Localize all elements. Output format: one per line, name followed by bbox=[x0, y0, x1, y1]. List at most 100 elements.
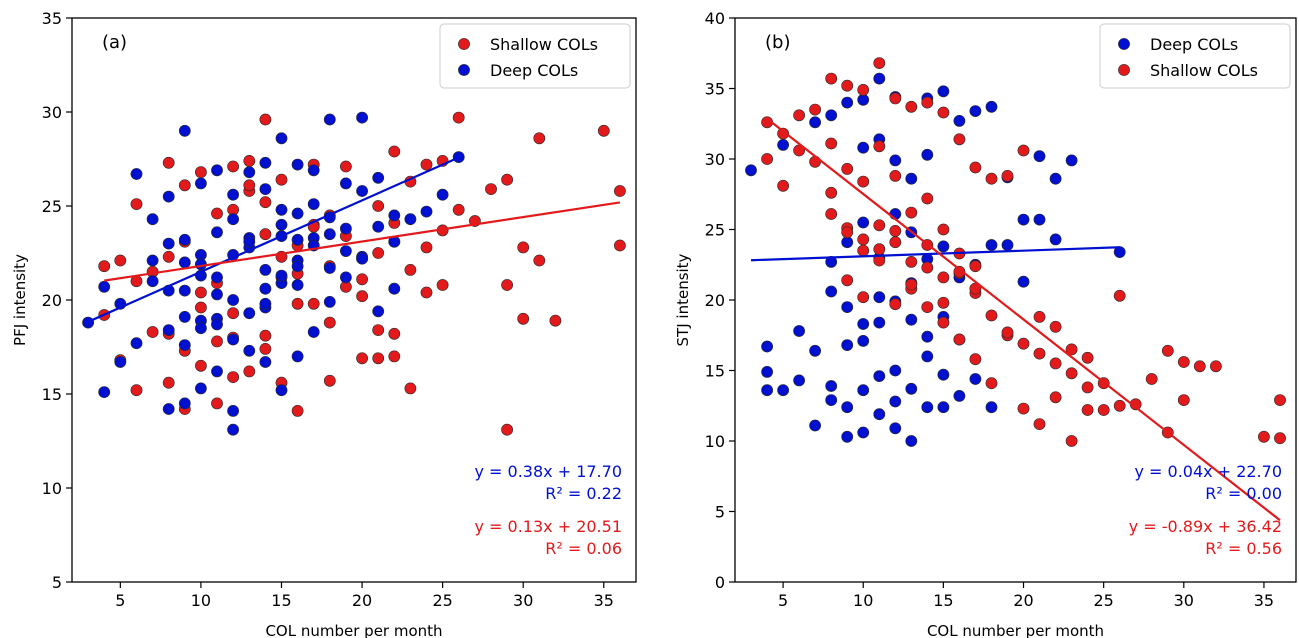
data-point bbox=[889, 422, 902, 435]
data-point bbox=[1001, 326, 1014, 339]
data-point bbox=[372, 324, 385, 336]
data-point bbox=[953, 115, 966, 127]
data-point bbox=[857, 244, 870, 257]
data-point bbox=[1097, 404, 1110, 416]
regression-line bbox=[750, 246, 1120, 262]
x-tick-label: 20 bbox=[1013, 591, 1033, 610]
data-point bbox=[841, 339, 854, 351]
data-point bbox=[1049, 357, 1062, 370]
data-point bbox=[98, 260, 111, 273]
data-point bbox=[614, 239, 626, 252]
data-point bbox=[873, 72, 886, 85]
data-point bbox=[372, 220, 385, 233]
series-deep-cols bbox=[745, 72, 1126, 447]
data-point bbox=[921, 401, 934, 414]
data-point bbox=[291, 404, 304, 417]
data-point bbox=[969, 353, 982, 366]
data-point bbox=[388, 145, 401, 158]
data-point bbox=[857, 426, 870, 439]
data-point bbox=[937, 368, 950, 381]
data-point bbox=[98, 386, 111, 398]
data-point bbox=[969, 161, 982, 174]
data-point bbox=[857, 233, 870, 246]
data-point bbox=[921, 192, 934, 205]
data-point bbox=[404, 382, 417, 395]
data-point bbox=[1033, 150, 1046, 163]
data-point bbox=[372, 247, 385, 259]
data-point bbox=[291, 158, 304, 171]
data-point bbox=[921, 148, 934, 161]
data-point bbox=[211, 164, 223, 177]
y-tick-label: 10 bbox=[42, 479, 62, 498]
x-tick-label: 35 bbox=[594, 591, 614, 610]
data-point bbox=[130, 384, 143, 397]
data-point bbox=[1210, 360, 1222, 373]
data-point bbox=[146, 275, 159, 288]
data-point bbox=[761, 153, 773, 165]
data-point bbox=[533, 254, 546, 267]
data-point bbox=[937, 296, 950, 309]
data-point bbox=[809, 419, 821, 432]
panel-label: (b) bbox=[765, 32, 790, 53]
data-point bbox=[841, 301, 854, 313]
data-point bbox=[98, 280, 111, 293]
x-tick-label: 30 bbox=[513, 591, 533, 610]
data-point bbox=[162, 156, 175, 169]
data-point bbox=[921, 261, 934, 274]
data-point bbox=[777, 127, 789, 140]
y-axis-label: STJ intensity bbox=[674, 253, 692, 346]
data-point bbox=[291, 260, 304, 273]
y-tick-label: 35 bbox=[705, 80, 725, 99]
data-point bbox=[985, 401, 998, 414]
y-tick-label: 40 bbox=[705, 9, 725, 28]
data-point bbox=[1001, 169, 1014, 182]
data-point bbox=[372, 305, 385, 318]
regression-equation: y = 0.04x + 22.70 bbox=[1134, 462, 1282, 481]
data-point bbox=[339, 245, 352, 257]
data-point bbox=[921, 350, 934, 363]
data-point bbox=[404, 263, 417, 276]
data-point bbox=[873, 291, 886, 304]
data-point bbox=[259, 196, 272, 209]
data-point bbox=[227, 188, 239, 201]
data-point bbox=[194, 166, 207, 179]
regression-line bbox=[87, 156, 460, 323]
data-point bbox=[194, 286, 207, 299]
data-point bbox=[857, 175, 870, 188]
data-point bbox=[597, 124, 610, 137]
data-point bbox=[921, 96, 934, 109]
data-point bbox=[953, 389, 966, 402]
data-point bbox=[953, 333, 966, 346]
data-point bbox=[937, 106, 950, 119]
data-point bbox=[985, 377, 998, 390]
data-point bbox=[323, 295, 336, 308]
panel-label: (a) bbox=[102, 32, 127, 53]
data-point bbox=[1065, 367, 1078, 380]
data-point bbox=[259, 356, 272, 368]
data-point bbox=[194, 301, 207, 314]
data-point bbox=[889, 236, 902, 249]
data-point bbox=[841, 226, 854, 239]
x-axis-label: COL number per month bbox=[927, 622, 1104, 638]
x-tick-label: 10 bbox=[853, 591, 873, 610]
legend bbox=[439, 23, 631, 89]
data-point bbox=[162, 250, 175, 263]
data-point bbox=[388, 282, 401, 295]
data-point bbox=[372, 200, 385, 212]
chart-panel-a: 5 10 15 20 25 30 35 5 10 15 20 25 30 35 COL number per… bbox=[11, 9, 637, 638]
data-point bbox=[388, 350, 401, 363]
data-point bbox=[291, 207, 304, 220]
data-point bbox=[259, 297, 272, 310]
data-point bbox=[889, 298, 902, 311]
data-point bbox=[307, 164, 320, 177]
data-point bbox=[146, 213, 159, 226]
data-point bbox=[243, 166, 256, 179]
data-point bbox=[227, 333, 239, 346]
data-point bbox=[1081, 351, 1094, 364]
data-point bbox=[114, 356, 127, 368]
data-point bbox=[793, 374, 805, 387]
data-point bbox=[1177, 394, 1190, 406]
data-point bbox=[178, 397, 191, 410]
data-point bbox=[777, 138, 789, 151]
